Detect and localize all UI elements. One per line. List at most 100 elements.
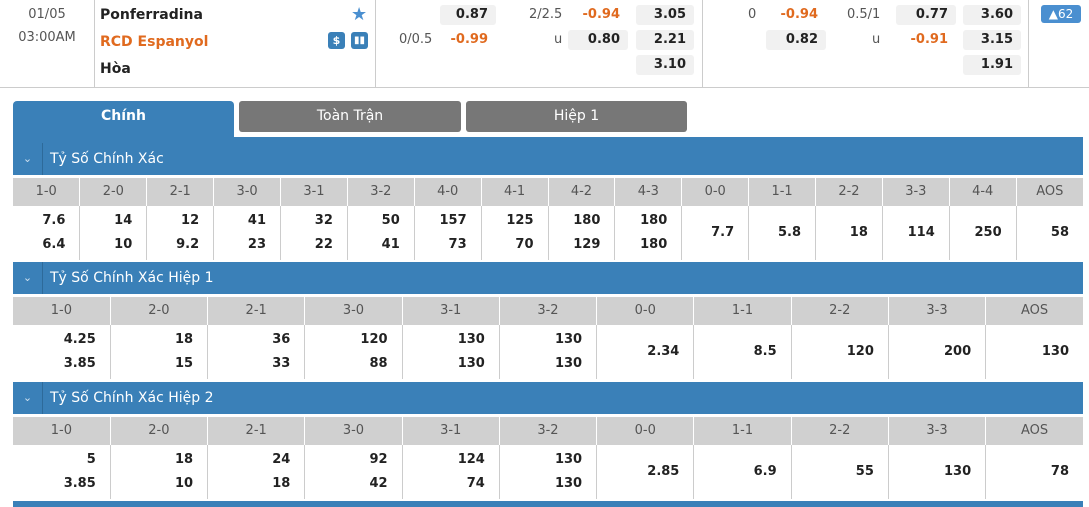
odds-value[interactable]: 250: [974, 224, 1002, 240]
chevron-down-icon[interactable]: ⌄: [13, 143, 43, 175]
chevron-down-icon[interactable]: ⌄: [13, 262, 43, 294]
odds-value[interactable]: 5: [86, 451, 96, 467]
odds-value[interactable]: 130: [554, 331, 583, 347]
section-title: Tỷ Số Chính Xác: [50, 151, 164, 167]
odds-value[interactable]: 12: [181, 212, 200, 228]
section-header[interactable]: ⌄ Tỷ Số Chính Xác: [13, 143, 1083, 175]
odds-value[interactable]: 130: [1041, 343, 1069, 359]
stats-chart-icon[interactable]: ▮▮: [351, 32, 368, 49]
score-header: 2-0: [109, 294, 208, 325]
section-header[interactable]: ⌄ Tỷ Số Chính Xác Hiệp 1: [13, 262, 1083, 294]
odds-value[interactable]: 180: [640, 212, 668, 228]
dollar-icon[interactable]: $: [328, 32, 345, 49]
away-team[interactable]: RCD Espanyol: [100, 34, 209, 50]
tab-toan-tran[interactable]: Toàn Trận: [239, 101, 461, 132]
odds-value[interactable]: 58: [1050, 224, 1069, 240]
odds-value[interactable]: 130: [457, 331, 485, 347]
odds-value[interactable]: 92: [369, 451, 388, 467]
section-title: Tỷ Số Chính Xác Hiệp 2: [50, 390, 214, 406]
odds-value[interactable]: 33: [272, 355, 291, 371]
odds-value[interactable]: 42: [369, 475, 388, 491]
odds-value[interactable]: 50: [381, 212, 400, 228]
odds-value[interactable]: 32: [314, 212, 333, 228]
star-icon[interactable]: ★: [351, 4, 368, 25]
h1-1x2-home[interactable]: 3.60: [963, 5, 1021, 25]
odds-value[interactable]: 3.85: [63, 355, 96, 371]
ft-ou-under[interactable]: 0.80: [568, 30, 628, 50]
section-header[interactable]: ⌄ Tỷ Số Chính Xác Hiệp 2: [13, 382, 1083, 414]
odds-value[interactable]: 7.7: [711, 224, 735, 240]
odds-cell: 5 3.85: [13, 445, 110, 499]
h1-1x2-away[interactable]: 3.15: [963, 30, 1021, 50]
score-header: 4-0: [413, 175, 482, 206]
odds-value[interactable]: 10: [174, 475, 194, 491]
ft-1x2-away[interactable]: 2.21: [636, 30, 694, 50]
ft-1x2-draw[interactable]: 3.10: [636, 55, 694, 75]
chevron-down-icon[interactable]: ⌄: [13, 382, 43, 414]
odds-value[interactable]: 3.85: [63, 475, 96, 491]
odds-value[interactable]: 10: [114, 236, 133, 252]
odds-value[interactable]: 2.34: [647, 343, 680, 359]
home-team[interactable]: Ponferradina: [100, 7, 203, 23]
score-header: 3-3: [887, 414, 986, 445]
odds-value[interactable]: 180: [640, 236, 668, 252]
odds-value[interactable]: 9.2: [176, 236, 200, 252]
odds-value[interactable]: 6.9: [753, 463, 777, 479]
odds-value[interactable]: 4.25: [63, 331, 96, 347]
odds-value[interactable]: 18: [272, 475, 291, 491]
odds-value[interactable]: 125: [506, 212, 534, 228]
score-header: 2-1: [207, 294, 305, 325]
odds-value[interactable]: 157: [439, 212, 467, 228]
odds-value[interactable]: 130: [944, 463, 972, 479]
odds-value[interactable]: 88: [369, 355, 388, 371]
odds-value[interactable]: 120: [360, 331, 388, 347]
h1-handicap-home[interactable]: -0.94: [780, 7, 818, 22]
tab-hiep-1[interactable]: Hiệp 1: [466, 101, 687, 132]
section-correct-score-h1: ⌄ Tỷ Số Chính Xác Hiệp 1 1-0 2-0 2-1 3-0 3-1 3-…: [13, 262, 1083, 379]
odds-value[interactable]: 14: [114, 212, 133, 228]
odds-value[interactable]: 5.8: [777, 224, 801, 240]
odds-value[interactable]: 22: [314, 236, 333, 252]
odds-value[interactable]: 41: [381, 236, 400, 252]
odds-value[interactable]: 41: [247, 212, 266, 228]
odds-value[interactable]: 70: [515, 236, 534, 252]
odds-value[interactable]: 36: [272, 331, 291, 347]
odds-value[interactable]: 18: [174, 331, 194, 347]
score-header: 2-2: [815, 175, 883, 206]
odds-value[interactable]: 78: [1050, 463, 1069, 479]
h1-ou-over[interactable]: 0.77: [896, 5, 956, 25]
odds-value[interactable]: 73: [448, 236, 467, 252]
tab-chinh[interactable]: Chính: [13, 101, 234, 137]
odds-cell: 12 9.2: [146, 205, 214, 260]
odds-value[interactable]: 129: [573, 236, 601, 252]
odds-value[interactable]: 120: [846, 343, 874, 359]
odds-value[interactable]: 7.6: [42, 212, 66, 228]
odds-value[interactable]: 74: [466, 475, 485, 491]
h1-1x2-draw[interactable]: 1.91: [963, 55, 1021, 75]
odds-value[interactable]: 24: [272, 451, 291, 467]
h1-handicap-away[interactable]: 0.82: [766, 30, 826, 50]
more-markets-button[interactable]: ▲62: [1041, 5, 1081, 23]
ft-ou-over[interactable]: -0.94: [582, 7, 620, 22]
odds-value[interactable]: 200: [944, 343, 972, 359]
odds-value[interactable]: 130: [554, 451, 583, 467]
odds-value[interactable]: 130: [554, 355, 583, 371]
odds-value[interactable]: 130: [554, 475, 583, 491]
odds-value[interactable]: 23: [247, 236, 266, 252]
odds-value[interactable]: 130: [457, 355, 485, 371]
ft-handicap-away[interactable]: -0.99: [450, 32, 488, 47]
ft-handicap-home[interactable]: 0.87: [440, 5, 496, 25]
ft-1x2-home[interactable]: 3.05: [636, 5, 694, 25]
odds-value[interactable]: 18: [849, 224, 868, 240]
odds-value[interactable]: 114: [907, 224, 935, 240]
odds-value[interactable]: 18: [174, 451, 194, 467]
odds-value[interactable]: 2.85: [647, 463, 680, 479]
odds-value[interactable]: 55: [855, 463, 874, 479]
score-header: AOS: [985, 294, 1083, 325]
odds-value[interactable]: 6.4: [42, 236, 66, 252]
h1-ou-under[interactable]: -0.91: [910, 32, 948, 47]
odds-value[interactable]: 180: [573, 212, 601, 228]
odds-value[interactable]: 15: [174, 355, 194, 371]
odds-value[interactable]: 8.5: [753, 343, 777, 359]
odds-value[interactable]: 124: [457, 451, 485, 467]
